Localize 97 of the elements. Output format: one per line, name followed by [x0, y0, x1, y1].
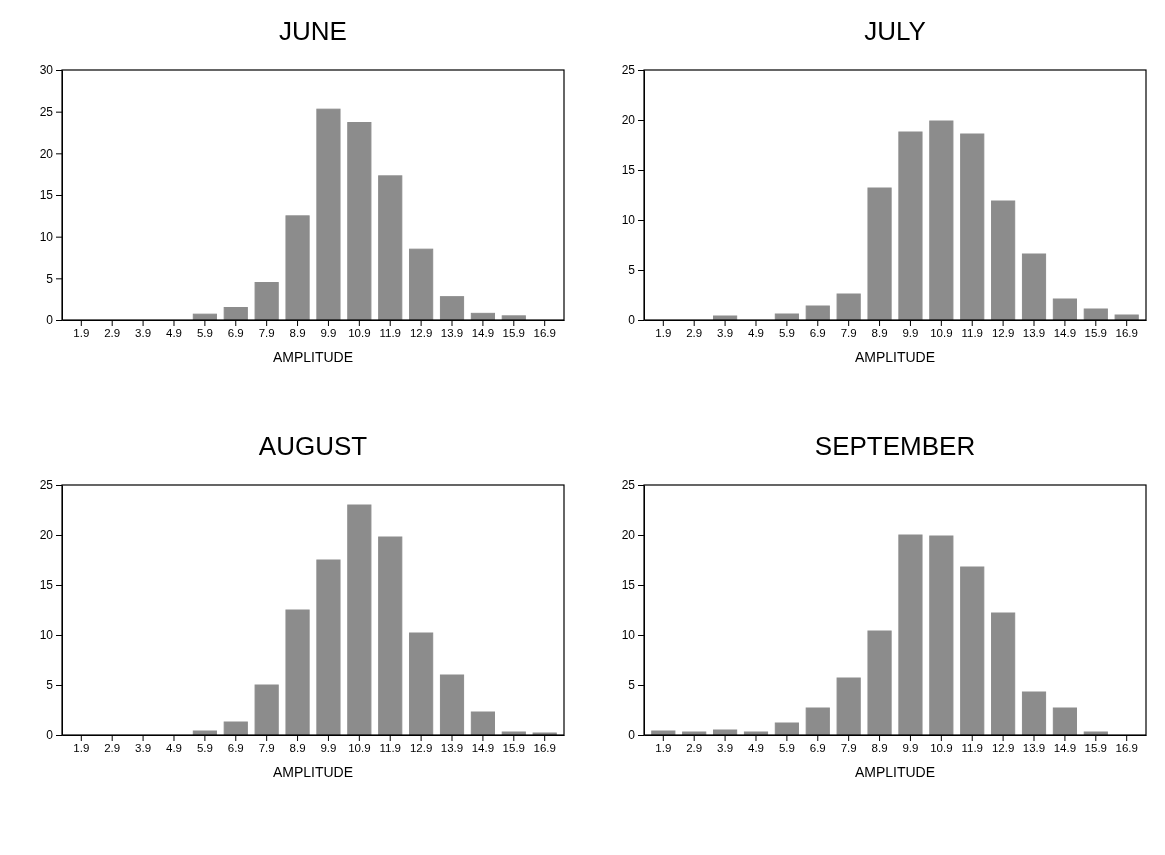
x-tick-label: 3.9: [717, 742, 734, 755]
x-tick-label: 12.9: [991, 327, 1015, 340]
x-tick-label: 2.9: [686, 742, 703, 755]
x-tick-label: 13.9: [440, 327, 464, 340]
x-tick-label: 4.9: [747, 742, 764, 755]
y-tick-label: 0: [628, 313, 636, 328]
x-tick-label: 8.9: [871, 327, 888, 340]
x-tick-label: 5.9: [196, 742, 213, 755]
y-tick-label: 20: [621, 113, 636, 128]
x-tick-label: 15.9: [1084, 327, 1107, 340]
x-tick-label: 4.9: [165, 742, 182, 755]
y-tick-label: 10: [39, 230, 54, 245]
y-tick-label: 15: [39, 578, 54, 593]
y-tick-label: 5: [46, 678, 54, 693]
y-tick-label: 10: [39, 628, 54, 643]
x-tick-label: 4.9: [165, 327, 182, 340]
y-tick-label: 10: [621, 213, 636, 228]
y-tick-label: 15: [621, 578, 636, 593]
x-tick-label: 3.9: [135, 327, 152, 340]
x-tick-label: 12.9: [409, 742, 433, 755]
x-tick-label: 1.9: [73, 742, 90, 755]
chart-title: JULY: [864, 16, 926, 46]
x-tick-label: 6.9: [809, 327, 826, 340]
x-tick-label: 2.9: [686, 327, 703, 340]
x-tick-label: 8.9: [289, 742, 306, 755]
x-tick-label: 1.9: [73, 327, 90, 340]
x-tick-label: 1.9: [655, 742, 672, 755]
y-tick-label: 5: [628, 678, 636, 693]
y-tick-label: 0: [46, 313, 54, 328]
x-tick-label: 8.9: [289, 327, 306, 340]
x-tick-label: 7.9: [258, 742, 275, 755]
x-tick-label: 15.9: [502, 327, 525, 340]
x-tick-label: 14.9: [1053, 327, 1077, 340]
x-tick-label: 15.9: [1084, 742, 1107, 755]
x-tick-label: 10.9: [930, 742, 953, 755]
x-tick-label: 9.9: [902, 327, 919, 340]
x-tick-label: 15.9: [502, 742, 525, 755]
y-tick-label: 0: [46, 728, 54, 743]
chart-title: SEPTEMBER: [814, 431, 976, 461]
y-tick-label: 10: [621, 628, 636, 643]
y-tick-label: 15: [621, 163, 636, 178]
x-tick-label: 16.9: [1115, 742, 1138, 755]
y-tick-label: 0: [628, 728, 636, 743]
x-tick-label: 12.9: [991, 742, 1015, 755]
x-axis-title: AMPLITUDE: [854, 764, 936, 780]
x-tick-label: 16.9: [1115, 327, 1138, 340]
x-tick-label: 3.9: [135, 742, 152, 755]
x-tick-label: 11.9: [379, 742, 401, 755]
x-tick-label: 5.9: [196, 327, 213, 340]
x-tick-label: 7.9: [840, 327, 857, 340]
x-tick-label: 9.9: [320, 742, 337, 755]
x-tick-label: 13.9: [1022, 742, 1046, 755]
y-tick-label: 25: [39, 478, 54, 493]
y-tick-label: 20: [39, 146, 54, 161]
x-tick-label: 14.9: [471, 327, 495, 340]
x-tick-label: 13.9: [440, 742, 464, 755]
y-tick-label: 30: [39, 63, 54, 78]
x-tick-label: 5.9: [778, 327, 795, 340]
x-tick-label: 6.9: [227, 327, 244, 340]
x-tick-label: 11.9: [961, 742, 983, 755]
x-tick-label: 11.9: [961, 327, 983, 340]
x-tick-label: 7.9: [258, 327, 275, 340]
x-tick-label: 6.9: [227, 742, 244, 755]
x-tick-label: 12.9: [409, 327, 433, 340]
x-tick-label: 7.9: [840, 742, 857, 755]
x-tick-label: 8.9: [871, 742, 888, 755]
x-tick-label: 10.9: [348, 327, 371, 340]
x-tick-label: 5.9: [778, 742, 795, 755]
x-tick-label: 9.9: [902, 742, 919, 755]
y-tick-label: 25: [621, 478, 636, 493]
x-tick-label: 1.9: [655, 327, 672, 340]
y-tick-label: 20: [39, 528, 54, 543]
x-tick-label: 9.9: [320, 327, 337, 340]
y-tick-label: 5: [628, 263, 636, 278]
x-tick-label: 3.9: [717, 327, 734, 340]
x-tick-label: 6.9: [809, 742, 826, 755]
y-tick-label: 25: [39, 105, 54, 120]
y-tick-label: 5: [46, 271, 54, 286]
x-tick-label: 14.9: [1053, 742, 1077, 755]
y-tick-label: 15: [39, 188, 54, 203]
y-tick-label: 25: [621, 63, 636, 78]
x-tick-label: 2.9: [104, 327, 121, 340]
x-tick-label: 14.9: [471, 742, 495, 755]
x-tick-label: 2.9: [104, 742, 121, 755]
x-tick-label: 13.9: [1022, 327, 1046, 340]
x-axis-title: AMPLITUDE: [272, 349, 354, 365]
chart-title: AUGUST: [258, 431, 368, 461]
x-axis-title: AMPLITUDE: [854, 349, 936, 365]
x-tick-label: 16.9: [533, 742, 556, 755]
x-tick-label: 10.9: [930, 327, 953, 340]
x-tick-label: 10.9: [348, 742, 371, 755]
x-tick-label: 4.9: [747, 327, 764, 340]
x-tick-label: 11.9: [379, 327, 401, 340]
chart-title: JUNE: [279, 16, 347, 46]
y-tick-label: 20: [621, 528, 636, 543]
x-tick-label: 16.9: [533, 327, 556, 340]
x-axis-title: AMPLITUDE: [272, 764, 354, 780]
